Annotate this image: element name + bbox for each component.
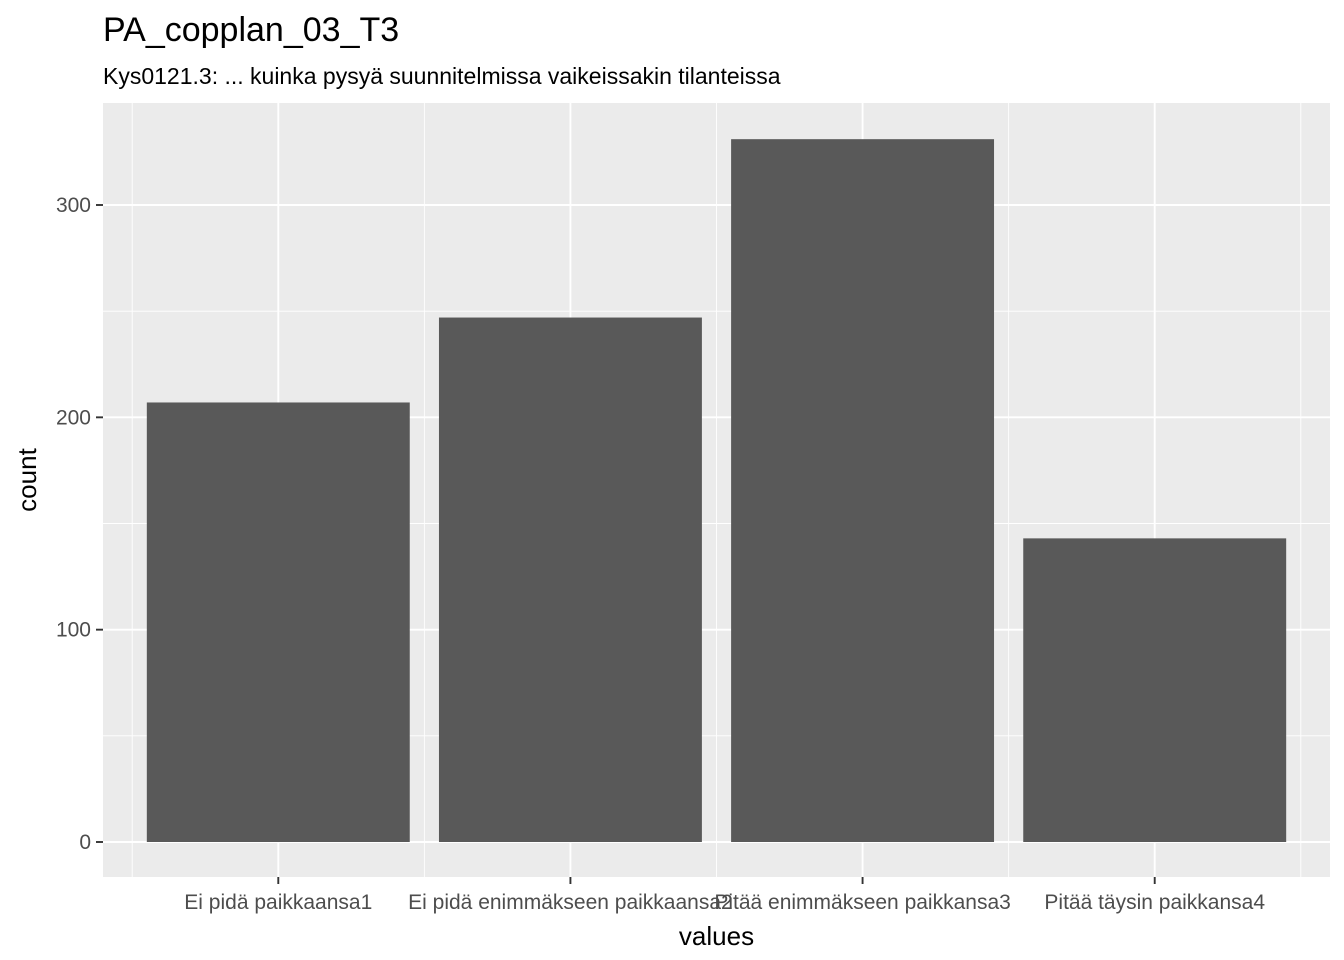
- x-tick-label-4: Pitää täysin paikkansa4: [1044, 891, 1265, 914]
- x-tick-label-1: Ei pidä paikkaansa1: [184, 891, 372, 914]
- chart-subtitle: Kys0121.3: ... kuinka pysyä suunnitelmis…: [103, 63, 781, 89]
- bars: [146, 139, 1287, 843]
- y-axis-title: count: [12, 447, 42, 511]
- bar-2: [438, 317, 702, 843]
- y-tick-label-0: 0: [79, 831, 91, 854]
- y-tick-label-200: 200: [56, 406, 91, 429]
- bar-4: [1023, 538, 1287, 842]
- y-tick-label-300: 300: [56, 194, 91, 217]
- chart-title: PA_copplan_03_T3: [103, 11, 399, 49]
- x-tick-label-2: Ei pidä enimmäkseen paikkaansa2: [408, 891, 733, 914]
- x-tick-label-3: Pitää enimmäkseen paikkansa3: [714, 891, 1011, 914]
- y-tick-label-100: 100: [56, 619, 91, 642]
- bar-1: [146, 402, 410, 842]
- axes: 0 100 200 300 Ei pidä paikkaansa1 Ei pidä eni…: [56, 194, 1265, 914]
- bar-3: [731, 139, 995, 843]
- x-axis-title: values: [679, 921, 754, 951]
